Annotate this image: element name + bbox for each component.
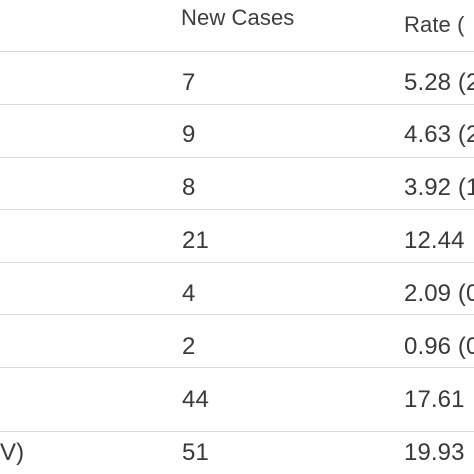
row-5-new-cases: 4 (182, 280, 196, 307)
row-8-new-cases: 51 (182, 439, 209, 466)
row-2-new-cases: 9 (182, 121, 196, 148)
row-8-rate: 19.93 (404, 439, 465, 466)
row-3-new-cases: 8 (182, 174, 196, 201)
row-6-new-cases: 2 (182, 333, 196, 360)
row-divider (0, 314, 474, 315)
row-4-rate: 12.44 (404, 227, 465, 254)
row-2-rate: 4.63 (2 (404, 121, 474, 148)
row-divider (0, 431, 474, 432)
row-6-rate: 0.96 (0 (404, 333, 474, 360)
row-divider (0, 209, 474, 210)
row-divider (0, 104, 474, 105)
row-7-rate: 17.61 (404, 386, 465, 413)
row-divider (0, 367, 474, 368)
row-4-new-cases: 21 (182, 227, 209, 254)
row-1-rate: 5.28 (2 (404, 69, 474, 96)
row-7-new-cases: 44 (182, 386, 209, 413)
row-divider (0, 262, 474, 263)
row-5-rate: 2.09 (0 (404, 280, 474, 307)
row-3-rate: 3.92 (1 (404, 174, 474, 201)
column-header-new-cases: New Cases (181, 5, 295, 30)
row-1-new-cases: 7 (182, 69, 196, 96)
row-8-left-fragment: V) (0, 439, 25, 466)
row-divider (0, 157, 474, 158)
header-divider (0, 51, 474, 52)
column-header-rate: Rate ( (404, 12, 465, 37)
